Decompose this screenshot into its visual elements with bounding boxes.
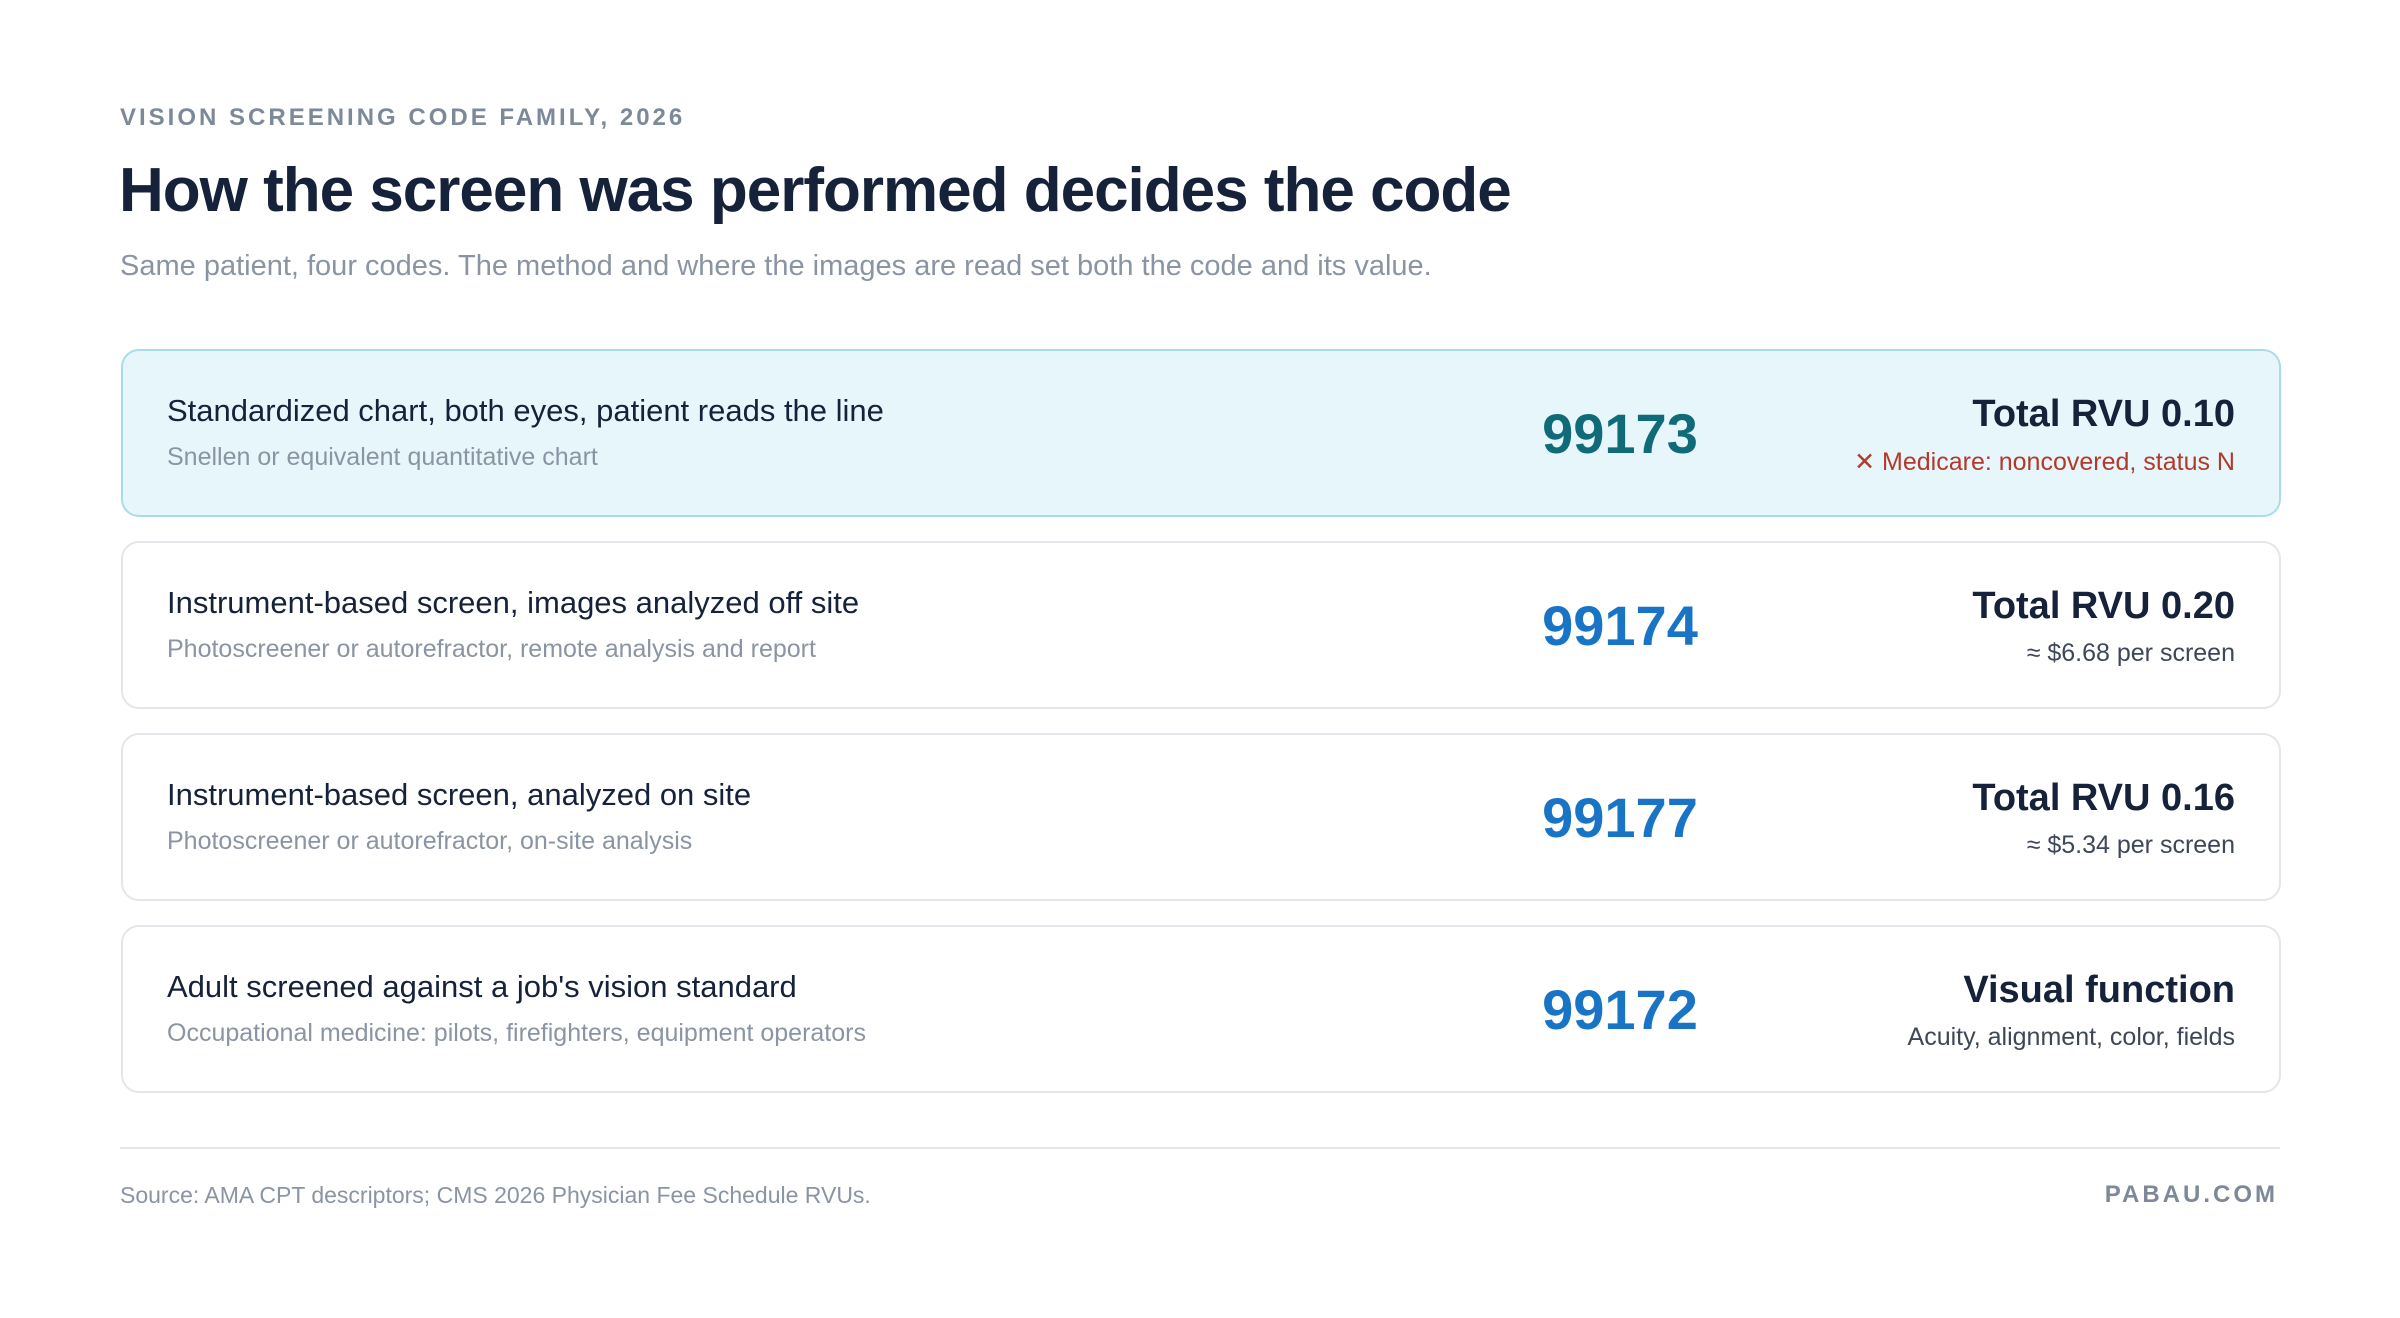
code-card: Adult screened against a job's vision st…: [121, 925, 2281, 1093]
cpt-code: 99174: [1542, 594, 1698, 657]
eyebrow: VISION SCREENING CODE FAMILY, 2026: [120, 104, 686, 131]
subtitle: Same patient, four codes. The method and…: [120, 250, 1432, 282]
title: How the screen was performed decides the…: [119, 156, 1512, 225]
card-label: Adult screened against a job's vision st…: [167, 969, 797, 1004]
source: Source: AMA CPT descriptors; CMS 2026 Ph…: [120, 1182, 871, 1208]
card-description: Occupational medicine: pilots, firefight…: [167, 1019, 866, 1047]
value-note: ≈ $6.68 per screen: [2026, 639, 2235, 667]
brand: PABAU.COM: [2104, 1181, 2278, 1208]
value-note: Acuity, alignment, color, fields: [1907, 1023, 2235, 1051]
cpt-code: 99173: [1542, 402, 1698, 465]
rvu-value: Visual function: [1963, 969, 2235, 1011]
cpt-code: 99177: [1542, 786, 1698, 849]
cpt-code: 99172: [1542, 978, 1698, 1041]
card-label: Standardized chart, both eyes, patient r…: [167, 393, 884, 428]
value-note: ✕ Medicare: noncovered, status N: [1854, 448, 2235, 476]
rvu-value: Total RVU 0.16: [1972, 777, 2235, 819]
value-note: ≈ $5.34 per screen: [2026, 831, 2235, 859]
rvu-value: Total RVU 0.20: [1972, 585, 2235, 627]
code-card: Instrument-based screen, images analyzed…: [121, 541, 2281, 709]
code-card: Standardized chart, both eyes, patient r…: [121, 349, 2281, 517]
rvu-value: Total RVU 0.10: [1972, 393, 2235, 435]
code-card: Instrument-based screen, analyzed on sit…: [121, 733, 2281, 901]
card-description: Photoscreener or autorefractor, on-site …: [167, 827, 693, 855]
card-description: Snellen or equivalent quantitative chart: [167, 443, 598, 471]
divider: [120, 1147, 2280, 1149]
card-label: Instrument-based screen, analyzed on sit…: [167, 777, 752, 812]
card-label: Instrument-based screen, images analyzed…: [167, 585, 860, 620]
card-description: Photoscreener or autorefractor, remote a…: [167, 635, 816, 663]
